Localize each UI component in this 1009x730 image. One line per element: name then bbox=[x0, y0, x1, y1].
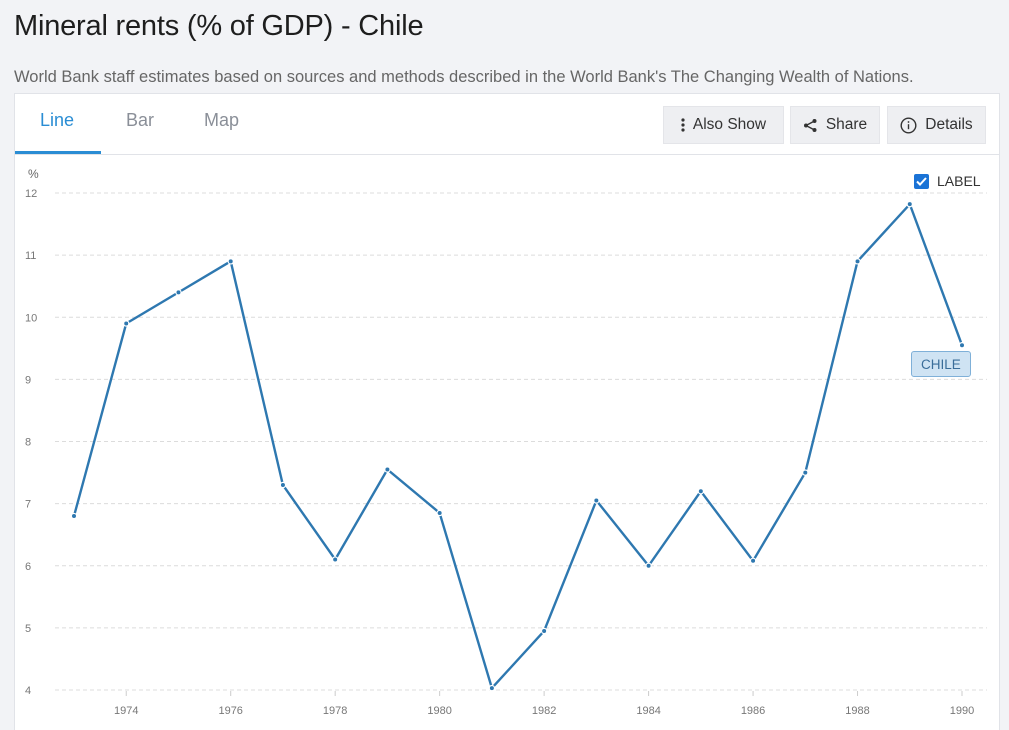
line-chart: 4 5 6 7 8 9 10 11 12% 1974 1976 1978 1980 1982 1984 198… bbox=[25, 167, 987, 717]
data-point bbox=[645, 562, 652, 569]
y-tick-label: 6 bbox=[25, 561, 31, 573]
check-icon bbox=[916, 176, 927, 186]
series-label-chile: CHILE bbox=[911, 351, 971, 377]
data-point bbox=[436, 509, 443, 517]
data-point bbox=[384, 466, 391, 473]
more-vertical-icon bbox=[681, 118, 685, 132]
share-button[interactable]: Share bbox=[790, 106, 880, 144]
data-point bbox=[802, 469, 809, 476]
info-icon bbox=[900, 116, 917, 134]
tab-bar[interactable]: Bar bbox=[126, 110, 155, 130]
also-show-button[interactable]: Also Show bbox=[663, 106, 784, 144]
share-icon bbox=[803, 118, 818, 133]
y-tick-label: 12 bbox=[25, 188, 37, 200]
also-show-label: Also Show bbox=[692, 116, 767, 133]
data-point bbox=[906, 200, 913, 208]
y-tick-label: 5 bbox=[25, 623, 31, 635]
share-label: Share bbox=[825, 116, 868, 133]
y-tick-label: 10 bbox=[25, 312, 37, 324]
details-label: Details bbox=[925, 116, 973, 133]
data-point bbox=[697, 488, 705, 495]
x-tick-label: 1978 bbox=[323, 705, 347, 717]
page-subtitle: World Bank staff estimates based on sour… bbox=[14, 68, 914, 86]
y-tick-label: 4 bbox=[25, 685, 31, 697]
page-title: Mineral rents (% of GDP) - Chile bbox=[14, 10, 424, 42]
y-axis-label: % bbox=[28, 167, 39, 181]
header-divider bbox=[15, 154, 999, 155]
x-tick-label: 1988 bbox=[845, 705, 869, 717]
label-toggle[interactable]: LABEL bbox=[914, 173, 981, 189]
x-tick-label: 1984 bbox=[636, 705, 660, 717]
tab-map[interactable]: Map bbox=[204, 110, 240, 130]
data-point bbox=[123, 320, 130, 327]
data-point bbox=[331, 556, 339, 563]
y-tick-label: 7 bbox=[25, 499, 31, 511]
x-tick-label: 1980 bbox=[427, 705, 451, 717]
label-toggle-text: LABEL bbox=[937, 173, 981, 189]
x-tick-label: 1982 bbox=[532, 705, 556, 717]
data-point bbox=[540, 627, 548, 635]
chart-panel: Line Bar Map Also Show Share Details 4 5 6… bbox=[14, 93, 1000, 730]
x-tick-label: 1976 bbox=[218, 705, 242, 717]
data-point bbox=[958, 342, 966, 349]
x-tick-label: 1990 bbox=[950, 705, 974, 717]
data-point bbox=[488, 684, 496, 692]
data-point bbox=[175, 289, 182, 296]
x-tick-label: 1986 bbox=[741, 705, 765, 717]
data-point bbox=[227, 258, 234, 265]
label-checkbox[interactable] bbox=[914, 173, 929, 189]
y-tick-label: 8 bbox=[25, 437, 31, 449]
data-point bbox=[279, 481, 287, 489]
y-tick-label: 9 bbox=[25, 374, 31, 386]
data-point bbox=[749, 557, 757, 564]
x-tick-label: 1974 bbox=[114, 705, 138, 717]
tab-line[interactable]: Line bbox=[40, 110, 75, 130]
active-tab-indicator bbox=[15, 151, 101, 154]
details-button[interactable]: Details bbox=[887, 106, 986, 144]
y-tick-label: 11 bbox=[25, 250, 36, 262]
data-point bbox=[854, 258, 861, 265]
data-point bbox=[70, 512, 78, 520]
series-line bbox=[72, 201, 964, 691]
data-point bbox=[593, 497, 600, 504]
